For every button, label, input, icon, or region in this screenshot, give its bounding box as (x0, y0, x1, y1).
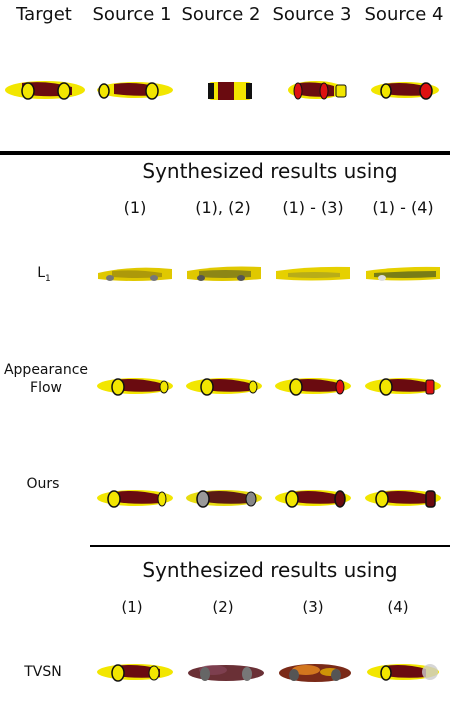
row-label-appearance: Appearance (3, 362, 89, 378)
section2-subheader-4: (4) (387, 598, 409, 616)
section1-subheader-1: (1) (123, 198, 147, 217)
source-1-car-image (92, 70, 178, 110)
header-source-3: Source 3 (272, 4, 352, 25)
row-label-l1: L1 (0, 264, 88, 288)
row-label-appearance-flow: Appearance Flow (0, 361, 92, 397)
tvsn-result-2-image (183, 652, 269, 692)
ours-result-2-image (181, 478, 267, 518)
l1-result-1-image (92, 255, 178, 295)
row-label-tvsn: TVSN (24, 664, 62, 680)
header-source-1: Source 1 (92, 4, 172, 25)
source-2-car-image (182, 70, 268, 110)
header-source-4: Source 4 (364, 4, 444, 25)
section2-subheader-1: (1) (121, 598, 143, 616)
header-target: Target (16, 4, 72, 25)
row-label-flow: Flow (30, 380, 62, 396)
section-divider-thin (90, 545, 450, 547)
af-result-2-image (181, 366, 267, 406)
ours-result-4-image (360, 478, 446, 518)
row-label-l1-subscript: 1 (45, 273, 51, 284)
tvsn-result-3-image (272, 652, 358, 692)
af-result-3-image (270, 366, 356, 406)
section-divider-thick (0, 151, 450, 155)
ours-result-1-image (92, 478, 178, 518)
l1-result-3-image (270, 255, 356, 295)
source-3-car-image (272, 70, 358, 110)
target-car-image (2, 70, 88, 110)
row-label-ours: Ours (26, 476, 60, 492)
section1-subheader-3: (1) - (3) (282, 198, 344, 217)
section2-subheader-2: (2) (212, 598, 234, 616)
tvsn-result-4-image (360, 652, 446, 692)
l1-result-4-image (360, 255, 446, 295)
ours-result-3-image (270, 478, 356, 518)
l1-result-2-image (181, 255, 267, 295)
section1-subheader-4: (1) - (4) (372, 198, 434, 217)
section1-subheader-2: (1), (2) (195, 198, 251, 217)
row-label-l1-text: L (37, 265, 46, 281)
tvsn-result-1-image (92, 652, 178, 692)
section2-title: Synthesized results using (142, 558, 398, 582)
section2-subheader-3: (3) (302, 598, 324, 616)
af-result-4-image (360, 366, 446, 406)
af-result-1-image (92, 366, 178, 406)
source-4-car-image (362, 70, 448, 110)
header-source-2: Source 2 (181, 4, 261, 25)
section1-title: Synthesized results using (142, 159, 398, 183)
